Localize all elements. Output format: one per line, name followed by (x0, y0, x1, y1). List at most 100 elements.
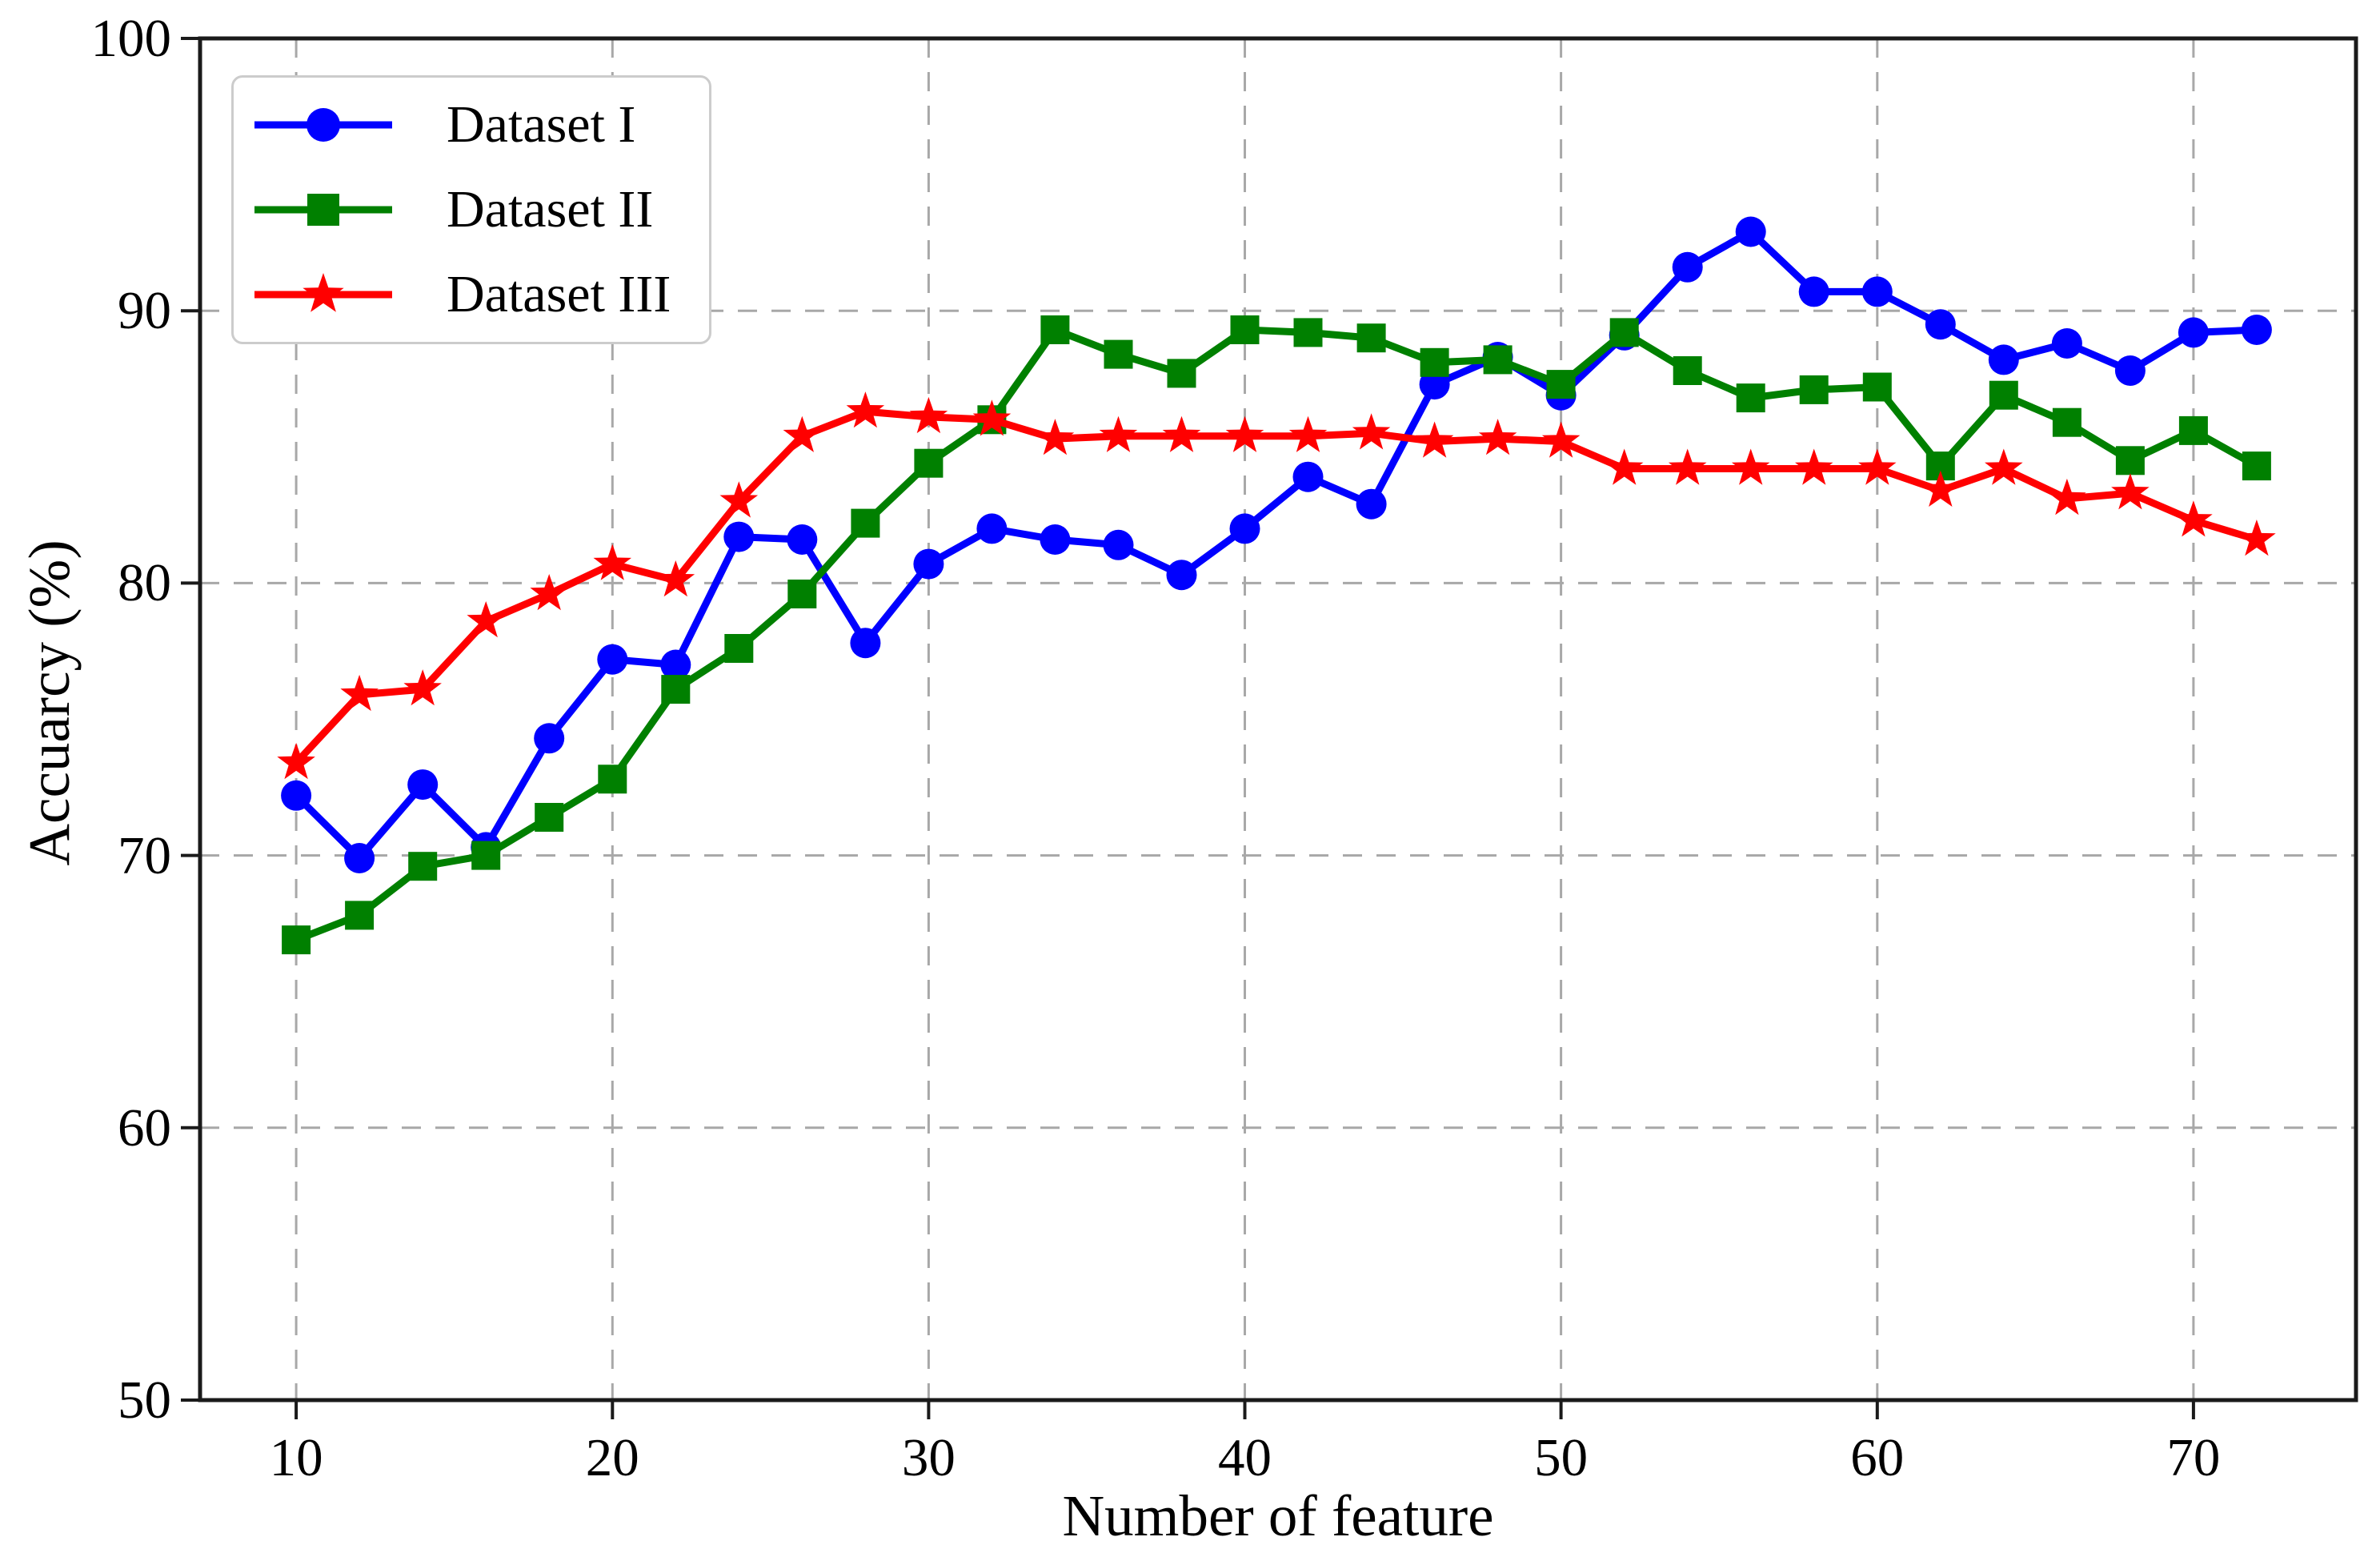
marker-star (2048, 478, 2086, 516)
marker-star (1352, 413, 1391, 450)
y-tick-label-60: 60 (118, 1098, 171, 1158)
marker-circle (1103, 529, 1134, 560)
marker-square (1230, 315, 1260, 344)
legend-label: Dataset II (447, 180, 654, 239)
marker-square (1483, 345, 1513, 375)
marker-circle (787, 524, 818, 555)
marker-square (2115, 446, 2145, 476)
marker-circle (1925, 309, 1956, 340)
marker-star (1921, 470, 1960, 507)
marker-star (1858, 448, 1897, 485)
marker-star (719, 481, 759, 518)
marker-star (1225, 415, 1264, 452)
marker-circle (1292, 461, 1324, 492)
x-tick-label-70: 70 (2166, 1428, 2221, 1487)
marker-star (403, 669, 442, 706)
marker-star (1478, 419, 1517, 455)
marker-square (2242, 451, 2271, 481)
marker-star (656, 560, 695, 597)
marker-square (1546, 370, 1576, 399)
x-tick-label-20: 20 (585, 1428, 639, 1487)
legend-item-1: Dataset I (234, 82, 709, 167)
y-tick-label-50: 50 (118, 1370, 171, 1430)
marker-circle (534, 723, 565, 754)
marker-star (1731, 448, 1770, 485)
x-tick-label-50: 50 (1534, 1428, 1589, 1487)
marker-square (598, 764, 627, 794)
marker-square (1293, 318, 1323, 347)
x-tick-label-30: 30 (901, 1428, 956, 1487)
marker-star (783, 415, 822, 452)
marker-square (1420, 347, 1449, 377)
marker-square (1609, 318, 1639, 347)
marker-circle (1861, 276, 1893, 307)
marker-circle (1040, 524, 1071, 555)
marker-circle (2241, 315, 2272, 345)
marker-square (471, 841, 501, 870)
legend-label: Dataset III (447, 265, 671, 323)
x-tick-label-60: 60 (1850, 1428, 1905, 1487)
marker-star (1541, 421, 1581, 458)
marker-square (787, 580, 817, 608)
marker-circle (407, 769, 439, 801)
marker-square (661, 675, 691, 704)
marker-circle (2178, 317, 2209, 348)
y-tick-label-100: 100 (90, 9, 172, 68)
marker-circle (1798, 276, 1829, 307)
marker-circle (2114, 355, 2146, 386)
marker-square (1167, 359, 1196, 388)
marker-circle (1229, 513, 1260, 544)
marker-square (724, 634, 754, 663)
marker-square (1040, 315, 1070, 344)
marker-circle (850, 628, 881, 659)
legend-item-2: Dataset II (234, 167, 709, 252)
marker-star (277, 742, 315, 780)
marker-star (2174, 500, 2213, 537)
marker-circle (660, 649, 691, 680)
y-tick-label-70: 70 (118, 825, 171, 885)
marker-star (1036, 419, 1075, 455)
y-tick-label-90: 90 (118, 281, 171, 341)
legend: Dataset I Dataset II Dataset III (231, 75, 711, 344)
marker-star (1668, 448, 1707, 485)
marker-star (1288, 415, 1328, 452)
x-tick-label-40: 40 (1218, 1428, 1272, 1487)
plot-area (181, 36, 2358, 1419)
marker-star (1162, 415, 1201, 452)
marker-star (530, 574, 568, 611)
series-line-3 (292, 407, 2261, 767)
marker-circle (597, 644, 628, 675)
marker-star (2111, 473, 2150, 510)
marker-circle (1735, 216, 1766, 247)
marker-square (1736, 383, 1765, 413)
marker-star (1985, 448, 2023, 485)
marker-star (1415, 421, 1454, 458)
marker-star (340, 674, 379, 712)
legend-label: Dataset I (447, 95, 636, 154)
marker-star (2238, 520, 2276, 556)
legend-item-3: Dataset III (234, 252, 709, 337)
circle-marker-icon (254, 108, 392, 142)
marker-square (1799, 375, 1829, 404)
marker-circle (1166, 560, 1197, 591)
marker-square (408, 852, 438, 881)
marker-star (1795, 448, 1833, 485)
marker-circle (1356, 488, 1387, 520)
marker-square (1989, 380, 2018, 410)
marker-star (1099, 415, 1138, 452)
marker-square (2178, 415, 2208, 445)
marker-circle (1672, 251, 1703, 283)
marker-star (467, 601, 505, 638)
marker-star (972, 399, 1012, 436)
y-axis-label: Accuarcy (%) (17, 540, 82, 866)
star-marker-icon (254, 273, 392, 312)
marker-square (535, 803, 564, 832)
marker-square (1862, 372, 1892, 402)
axes-frame (198, 36, 2358, 1402)
marker-circle (913, 548, 944, 580)
marker-circle (2051, 328, 2082, 359)
marker-circle (344, 843, 375, 873)
marker-square (1356, 323, 1386, 353)
x-tick-label-10: 10 (269, 1428, 323, 1487)
